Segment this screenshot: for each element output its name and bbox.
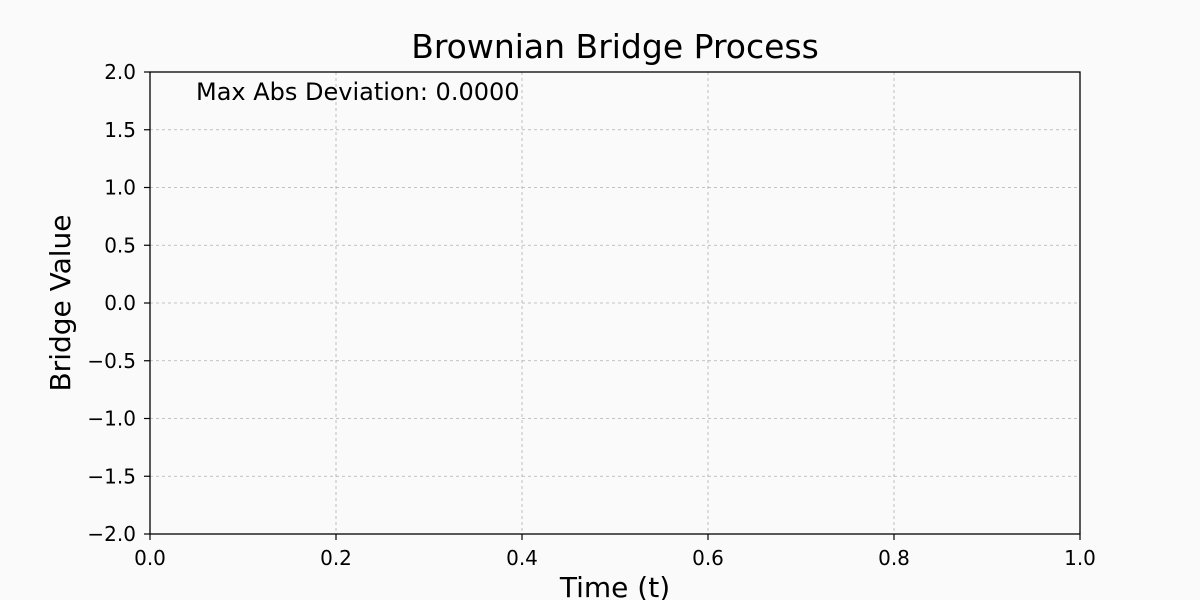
y-tick-label: 0.0 <box>104 291 136 315</box>
x-tick-label: 0.0 <box>134 546 166 570</box>
y-tick-label: 0.5 <box>104 233 136 257</box>
y-tick-label: 2.0 <box>104 60 136 84</box>
x-tick-label: 0.2 <box>320 546 352 570</box>
y-tick-label: −2.0 <box>87 522 136 546</box>
max-deviation-annotation: Max Abs Deviation: 0.0000 <box>196 78 520 106</box>
grid <box>150 72 1080 534</box>
x-tick-label: 0.6 <box>692 546 724 570</box>
x-tick-label: 1.0 <box>1064 546 1096 570</box>
x-tick-label: 0.4 <box>506 546 538 570</box>
x-axis: 0.0 0.2 0.4 0.6 0.8 1.0 <box>134 534 1096 570</box>
y-axis: 2.0 1.5 1.0 0.5 0.0 −0.5 −1.0 −1.5 −2.0 <box>87 60 150 546</box>
y-axis-label: Bridge Value <box>44 214 77 391</box>
y-tick-label: −1.5 <box>87 464 136 488</box>
y-tick-label: 1.0 <box>104 176 136 200</box>
y-tick-label: 1.5 <box>104 118 136 142</box>
y-tick-label: −1.0 <box>87 407 136 431</box>
chart-title: Brownian Bridge Process <box>411 27 819 66</box>
y-tick-label: −0.5 <box>87 349 136 373</box>
x-tick-label: 0.8 <box>878 546 910 570</box>
x-axis-label: Time (t) <box>559 571 670 600</box>
